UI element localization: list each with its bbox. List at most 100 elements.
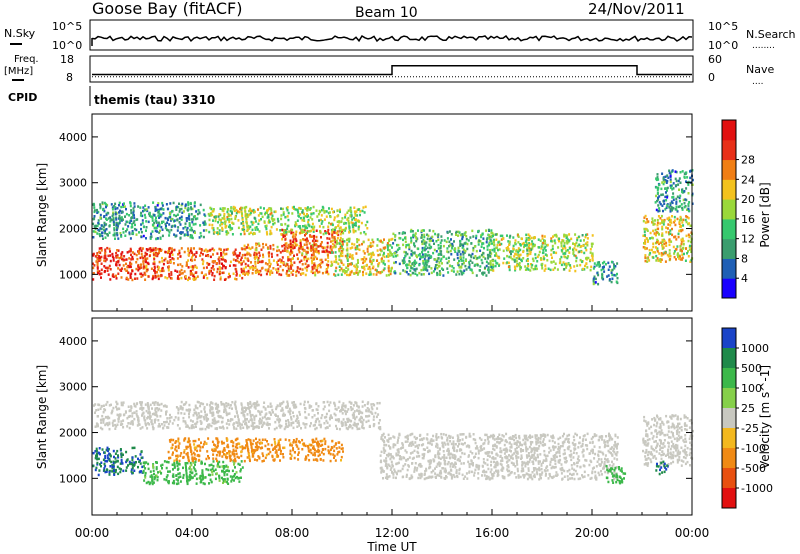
power-cell <box>260 212 263 215</box>
power-cell <box>675 179 678 183</box>
noise-panel-frame <box>89 19 694 51</box>
power-cell <box>167 269 170 272</box>
power-cell <box>307 257 310 261</box>
power-cell <box>242 222 245 225</box>
power-cell <box>223 217 226 220</box>
power-cell <box>413 264 416 268</box>
power-cell <box>334 269 337 273</box>
power-cell <box>655 246 657 249</box>
power-cell <box>458 250 461 253</box>
power-cell <box>333 260 336 263</box>
power-cell <box>459 256 462 259</box>
power-cell <box>514 267 517 271</box>
power-cell <box>243 228 246 232</box>
power-cell <box>262 242 264 246</box>
power-cell <box>202 266 205 270</box>
power-cell <box>316 257 318 260</box>
power-cell <box>681 238 684 242</box>
velocity-cell <box>281 409 284 412</box>
power-cell <box>167 229 170 232</box>
power-cell <box>613 265 615 269</box>
velocity-cell <box>111 470 114 473</box>
power-cell <box>219 276 222 279</box>
power-cell <box>250 209 253 213</box>
power-cell <box>658 233 660 236</box>
velocity-cell <box>378 401 381 405</box>
power-cell <box>284 242 287 246</box>
power-cell <box>668 252 671 255</box>
power-cell <box>281 256 284 259</box>
velocity-cell <box>143 461 146 464</box>
power-cell <box>668 216 671 219</box>
velocity-cell <box>312 438 315 442</box>
velocity-cell <box>328 450 331 453</box>
power-cell <box>366 250 369 253</box>
velocity-cell <box>234 405 237 408</box>
power-cell <box>104 202 107 206</box>
power-cell <box>291 264 294 267</box>
power-cell <box>560 263 563 267</box>
power-cell <box>363 211 366 214</box>
power-cell <box>130 211 133 215</box>
velocity-cell <box>259 447 262 450</box>
velocity-cell <box>165 475 168 479</box>
power-cell <box>203 249 206 253</box>
velocity-cell <box>176 460 178 463</box>
power-cell <box>364 232 367 236</box>
power-cell <box>270 232 273 235</box>
power-cell <box>110 218 113 222</box>
power-cell <box>267 207 270 210</box>
velocity-cell <box>277 439 280 443</box>
power-cell <box>417 229 419 232</box>
power-cell <box>661 234 664 237</box>
velocity-cell <box>267 405 270 408</box>
power-cell <box>301 253 304 257</box>
power-cell <box>241 214 244 217</box>
power-cell <box>278 273 281 276</box>
power-cell <box>360 221 363 225</box>
power-cell <box>172 201 175 205</box>
power-cell <box>322 225 325 229</box>
power-cell <box>368 273 371 276</box>
power-cell <box>249 267 252 270</box>
power-cell <box>125 269 128 272</box>
velocity-cell <box>120 452 123 455</box>
power-cell <box>105 228 108 231</box>
velocity-cell <box>330 446 333 449</box>
power-cell <box>669 218 672 222</box>
velocity-cell <box>143 418 146 422</box>
power-cell <box>658 183 661 187</box>
power-cell <box>247 269 250 273</box>
power-cell <box>101 201 104 204</box>
power-cell <box>544 253 547 256</box>
velocity-cell <box>184 463 187 466</box>
power-cell <box>268 219 270 222</box>
velocity-cell <box>235 471 238 474</box>
power-cell <box>141 222 144 225</box>
power-cell <box>657 178 660 181</box>
power-cell <box>596 271 599 275</box>
velocity-cell <box>105 415 107 419</box>
power-cell <box>132 209 135 213</box>
power-cell <box>568 251 571 254</box>
power-cell <box>457 246 460 250</box>
velocity-cell <box>311 409 314 412</box>
power-cell <box>406 266 409 270</box>
power-cell <box>321 205 324 209</box>
velocity-cell <box>207 468 210 472</box>
velocity-cell <box>153 472 155 476</box>
velocity-cell <box>155 461 158 464</box>
power-cell <box>223 259 226 263</box>
power-cell <box>98 233 101 236</box>
power-cell <box>587 256 590 260</box>
velocity-cell <box>104 464 107 468</box>
power-cell <box>189 271 192 275</box>
power-cell <box>238 210 241 214</box>
velocity-cell <box>191 457 194 460</box>
velocity-cell <box>319 439 322 443</box>
power-cell <box>421 229 424 232</box>
power-cell <box>427 259 430 263</box>
power-cell <box>537 253 540 257</box>
power-cell <box>253 251 256 255</box>
velocity-cell <box>145 461 148 464</box>
